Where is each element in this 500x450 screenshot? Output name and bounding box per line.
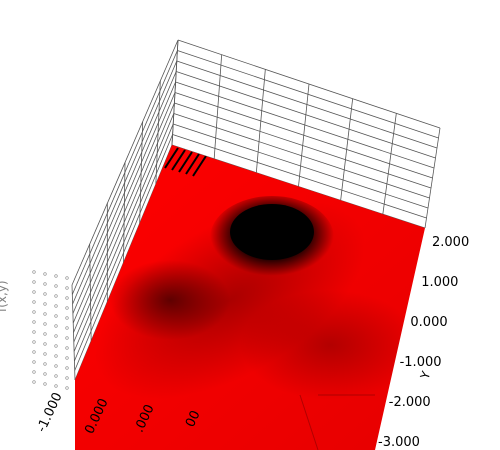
z-scale-mark [66, 327, 69, 330]
z-scale-mark [44, 363, 47, 366]
z-axis-title: f(x,y) [0, 280, 9, 312]
z-scale-mark [66, 367, 69, 370]
z-scale-mark [55, 285, 58, 288]
y-tick-label: 2.000 [432, 235, 469, 250]
z-scale-mark [66, 307, 69, 310]
y-tick-label: -2.000 [389, 395, 431, 410]
z-scale-mark [44, 273, 47, 276]
z-scale-mark [55, 375, 58, 378]
z-scale-mark [66, 337, 69, 340]
z-scale-mark [33, 361, 36, 364]
z-scale-mark [33, 301, 36, 304]
z-scale-mark [44, 283, 47, 286]
z-scale-mark [44, 313, 47, 316]
y-tick-label: -3.000 [378, 435, 420, 450]
z-scale-mark [55, 325, 58, 328]
y-tick-label: 1.000 [421, 275, 458, 290]
z-scale-mark [55, 305, 58, 308]
z-scale-mark [66, 347, 69, 350]
z-scale-mark [66, 317, 69, 320]
z-scale-mark [55, 365, 58, 368]
z-scale-mark [33, 281, 36, 284]
z-scale-mark [55, 335, 58, 338]
y-tick-label: 0.000 [410, 315, 447, 330]
x-tick-label: -1.000 [34, 390, 65, 434]
z-scale-mark [33, 351, 36, 354]
z-scale-mark [66, 277, 69, 280]
z-scale-mark [33, 291, 36, 294]
z-scale-mark [55, 315, 58, 318]
z-scale-mark [44, 343, 47, 346]
z-scale-mark [44, 323, 47, 326]
z-scale-mark [66, 377, 69, 380]
y-tick-label: -1.000 [400, 355, 442, 370]
z-scale-mark [55, 345, 58, 348]
z-scale-mark [55, 355, 58, 358]
surface-peak-core [230, 204, 314, 260]
z-scale-mark [33, 341, 36, 344]
surface-lower-shade [240, 290, 420, 400]
z-scale-mark [55, 295, 58, 298]
z-scale-mark [66, 357, 69, 360]
z-scale-mark [33, 381, 36, 384]
z-scale-mark [55, 385, 58, 388]
y-axis-title: Y [417, 369, 433, 382]
z-scale-mark [33, 321, 36, 324]
z-scale-mark [44, 373, 47, 376]
z-scale-mark [33, 371, 36, 374]
z-scale-mark [33, 331, 36, 334]
z-axis-scale [33, 271, 69, 390]
z-scale-mark [44, 383, 47, 386]
z-scale-mark [66, 297, 69, 300]
z-scale-mark [44, 333, 47, 336]
z-scale-mark [55, 275, 58, 278]
z-scale-mark [44, 303, 47, 306]
z-scale-mark [33, 271, 36, 274]
z-scale-mark [66, 287, 69, 290]
z-scale-mark [44, 353, 47, 356]
z-scale-mark [44, 293, 47, 296]
z-scale-mark [33, 311, 36, 314]
z-scale-mark [66, 387, 69, 390]
